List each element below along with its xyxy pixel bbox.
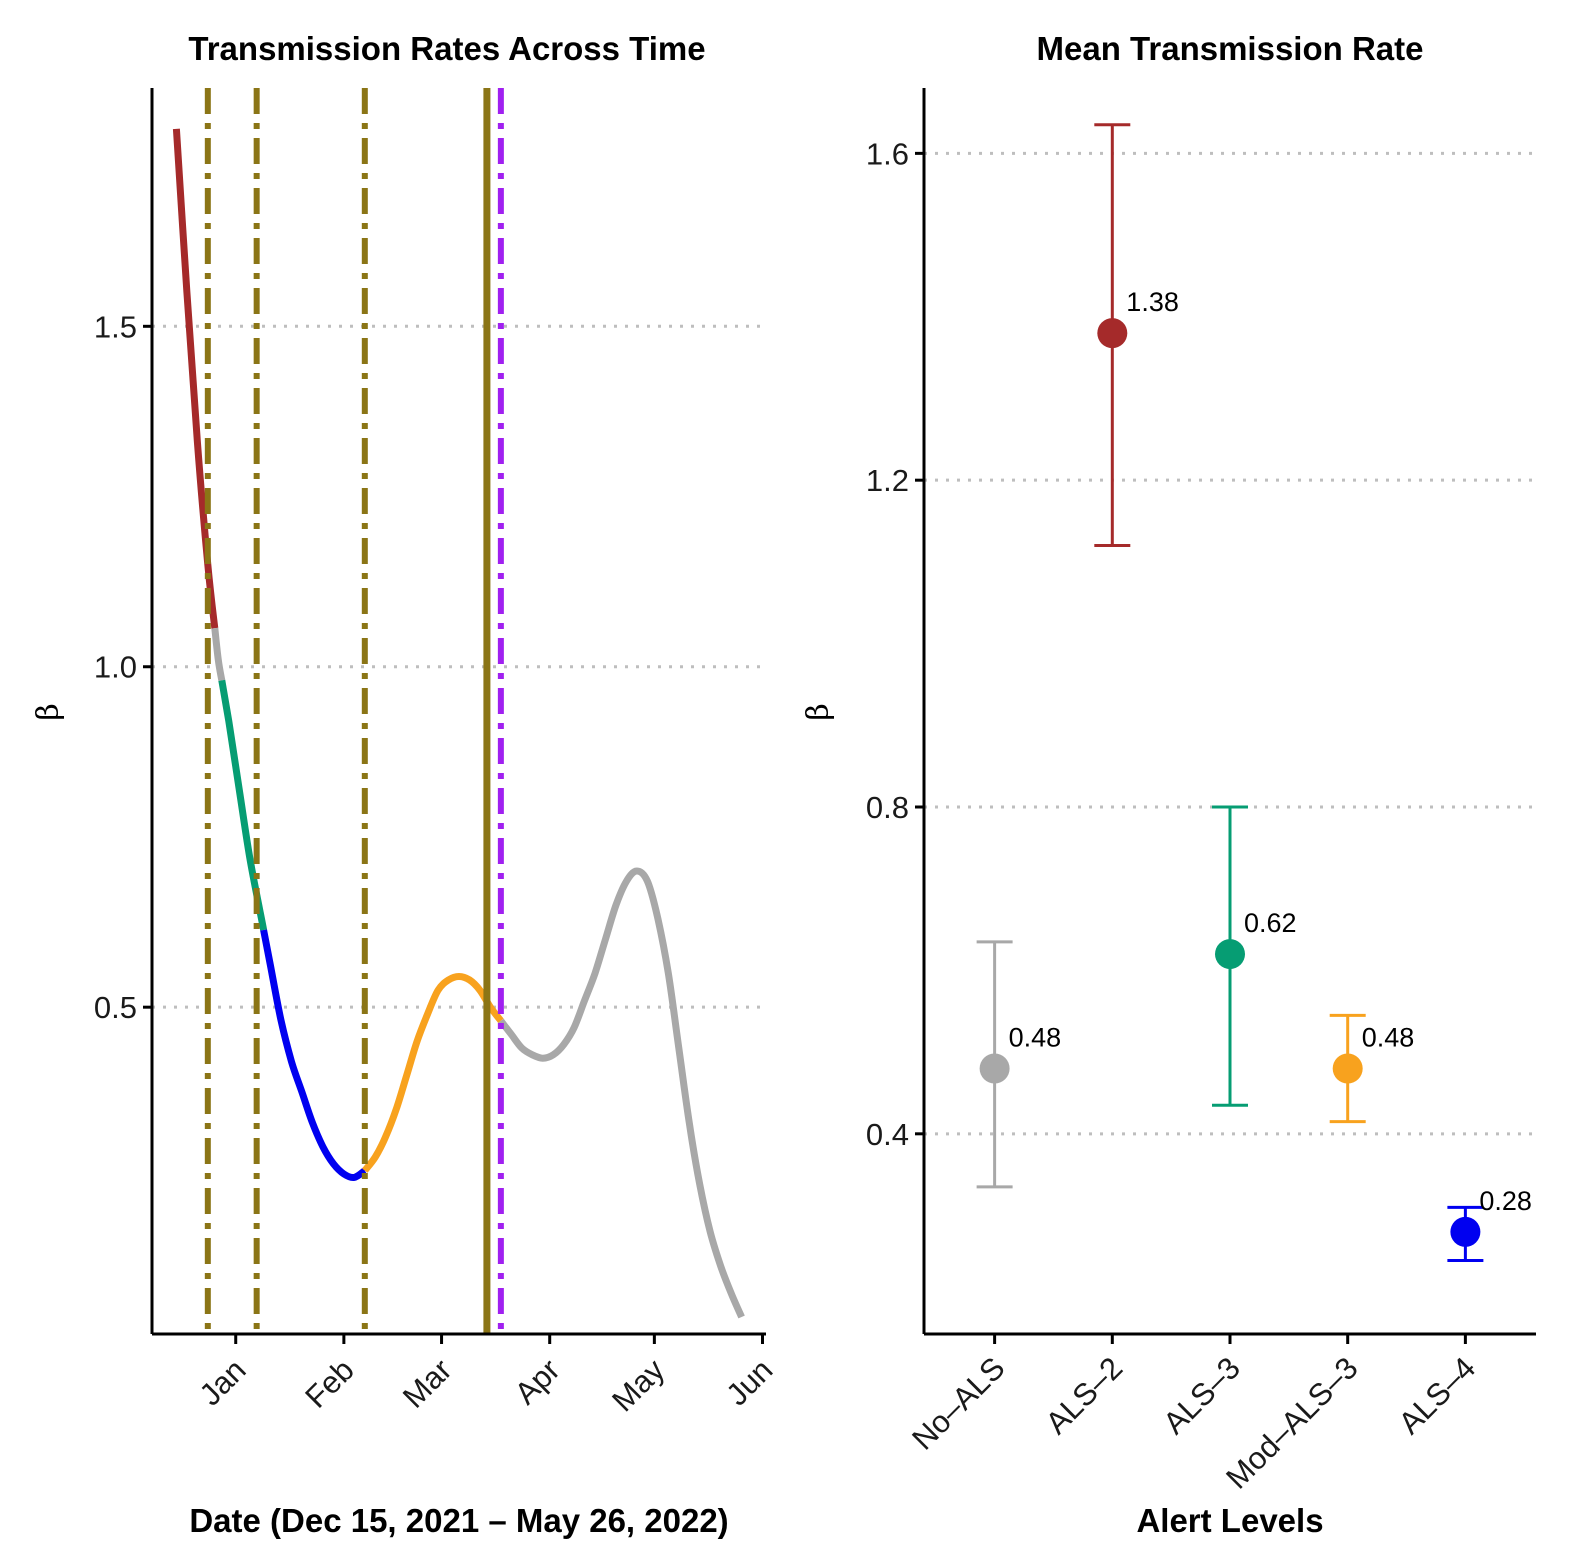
mean-label-no-als: 0.48 <box>1009 1022 1062 1052</box>
curve-segment-mod-als-3 <box>362 973 504 1173</box>
mean-label-als-3: 0.62 <box>1244 908 1297 938</box>
curve-segment-no-als <box>211 627 226 682</box>
left-x-tick-label: Jun <box>719 1352 779 1412</box>
curve-segment-als-3 <box>218 679 268 931</box>
left-x-tick-label: Feb <box>298 1352 361 1415</box>
left-y-tick-label: 1.0 <box>94 650 137 685</box>
left-x-tick-label: Jan <box>193 1352 253 1412</box>
left-x-ticks: Jan Feb Mar Apr May Jun <box>193 1334 779 1419</box>
left-x-axis-title: Date (Dec 15, 2021 – May 26, 2022) <box>189 1502 728 1539</box>
left-vlines <box>204 88 504 1334</box>
right-y-ticks: 0.4 0.8 1.2 1.6 <box>866 136 924 1152</box>
right-y-tick-label: 0.4 <box>866 1117 909 1152</box>
right-chart-title: Mean Transmission Rate <box>1037 30 1424 67</box>
mean-point-mod-als-3 <box>1332 1053 1363 1084</box>
left-x-tick-label: Apr <box>508 1352 567 1411</box>
right-panel: 0.48 1.38 0.62 0.48 0.28 0.4 0.8 1.2 1.6 No–ALS… <box>801 30 1536 1539</box>
right-gridlines <box>924 151 1536 1136</box>
left-curve <box>172 128 745 1319</box>
right-x-axis-title: Alert Levels <box>1136 1502 1323 1539</box>
mean-point-als-3 <box>1215 939 1245 970</box>
mean-point-als-4 <box>1450 1216 1481 1247</box>
right-x-tick-label: ALS–3 <box>1156 1350 1247 1441</box>
left-chart-title: Transmission Rates Across Time <box>188 30 705 67</box>
left-x-tick-label: Mar <box>396 1352 459 1415</box>
left-gridlines <box>152 324 766 1009</box>
right-y-tick-label: 1.6 <box>866 136 909 171</box>
mean-label-mod-als-3: 0.48 <box>1362 1022 1415 1052</box>
left-y-axis-title: β <box>31 703 66 720</box>
mean-point-no-als <box>979 1053 1010 1084</box>
left-y-ticks: 0.5 1.0 1.5 <box>94 309 152 1025</box>
right-y-tick-label: 0.8 <box>866 790 909 825</box>
left-x-tick-label: May <box>605 1352 672 1419</box>
mean-label-als-2: 1.38 <box>1126 287 1179 317</box>
right-x-tick-label: ALS–2 <box>1039 1350 1130 1441</box>
right-x-tick-label: ALS–4 <box>1392 1350 1483 1441</box>
mean-label-als-4: 0.28 <box>1479 1186 1532 1216</box>
curve-segment-no-als <box>498 867 745 1319</box>
curve-segment-als-2 <box>172 128 219 629</box>
curve-segment-als-4 <box>260 929 367 1182</box>
mean-point-als-2 <box>1097 318 1128 349</box>
right-y-tick-label: 1.2 <box>866 463 909 498</box>
left-y-tick-label: 0.5 <box>94 990 137 1025</box>
left-panel: 0.5 1.0 1.5 Jan Feb Mar Apr May Jun Transmissio… <box>31 30 779 1539</box>
left-y-tick-label: 1.5 <box>94 309 137 344</box>
right-y-axis-title: β <box>801 703 836 720</box>
right-points: 0.48 1.38 0.62 0.48 0.28 <box>976 123 1532 1262</box>
right-x-tick-label: No–ALS <box>905 1350 1011 1456</box>
